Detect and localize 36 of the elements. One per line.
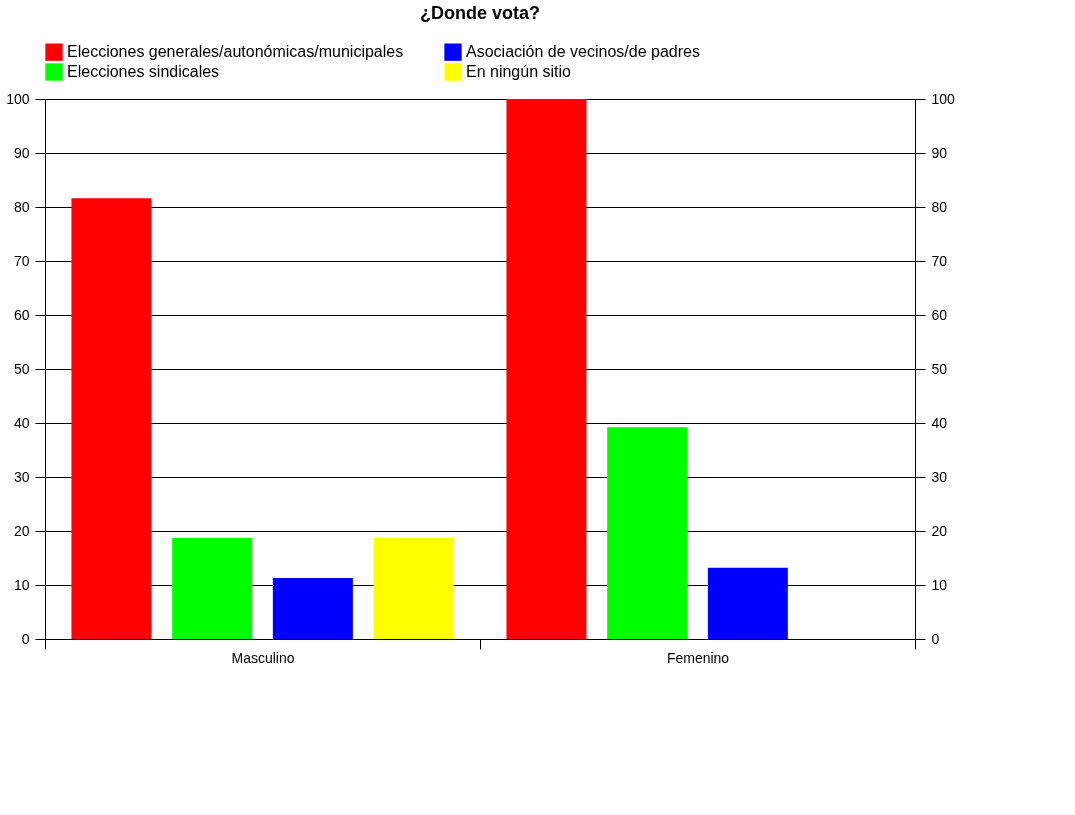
legend-label: En ningún sitio: [466, 63, 572, 80]
bar: [272, 577, 353, 639]
y2-tick-label: 100: [931, 90, 956, 107]
y2-tick-label: 60: [931, 306, 948, 323]
y-tick-label: 80: [13, 198, 30, 215]
bar: [607, 427, 688, 639]
y-tick-label: 50: [13, 360, 30, 377]
y2-tick-label: 80: [931, 198, 948, 215]
y-tick-label: 100: [6, 90, 30, 107]
y-tick-label: 60: [13, 306, 30, 323]
y2-tick-label: 50: [931, 360, 948, 377]
bar: [506, 99, 587, 639]
y2-tick-label: 10: [931, 576, 948, 593]
y2-tick-label: 0: [931, 630, 940, 647]
y-tick-label: 70: [13, 252, 30, 269]
y2-tick-label: 20: [931, 522, 948, 539]
y2-tick-label: 30: [931, 468, 948, 485]
legend-label: Elecciones generales/autonómicas/municipales: [67, 43, 404, 61]
y-tick-label: 20: [13, 522, 30, 539]
bar: [373, 538, 454, 639]
legend-label: Asociación de vecinos/de padres: [466, 43, 700, 61]
y-tick-label: 40: [13, 414, 30, 431]
y-tick-label: 30: [13, 468, 30, 485]
y-tick-label: 0: [21, 630, 30, 647]
y2-tick-label: 40: [931, 414, 948, 431]
bar: [71, 198, 152, 639]
x-tick-label: Masculino: [231, 649, 295, 666]
bar: [172, 538, 253, 639]
x-tick-label: Femenino: [666, 649, 730, 666]
bar: [707, 567, 788, 639]
chart-title: ¿Donde vota?: [420, 3, 540, 23]
y2-tick-label: 90: [931, 144, 948, 161]
y-tick-label: 10: [13, 576, 30, 593]
y-tick-label: 90: [13, 144, 30, 161]
y2-tick-label: 70: [931, 252, 948, 269]
legend-label: Elecciones sindicales: [67, 63, 220, 80]
